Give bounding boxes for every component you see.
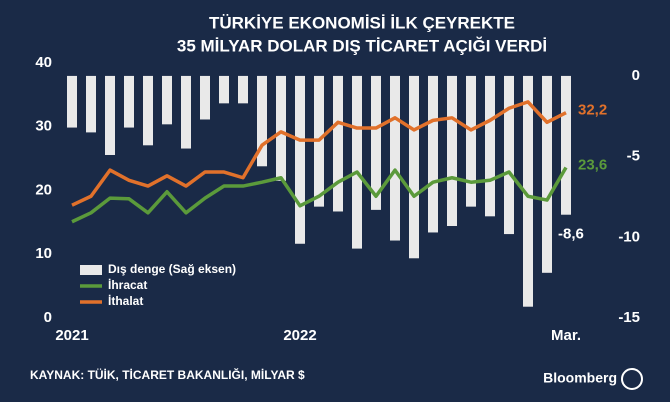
bar [200, 75, 210, 120]
bar [219, 75, 229, 104]
x-tick-label: 2022 [283, 327, 316, 344]
legend-label: İhracat [108, 277, 147, 292]
chart-title: 35 MİLYAR DOLAR DIŞ TİCARET AÇIĞI VERDİ [177, 36, 547, 55]
chart-title: TÜRKİYE EKONOMİSİ İLK ÇEYREKTE [209, 13, 515, 32]
y2-tick-label: -5 [627, 148, 640, 165]
bar [561, 75, 571, 215]
bar [352, 75, 362, 249]
source: KAYNAK: TÜİK, TİCARET BAKANLIĞI, MİLYAR … [30, 367, 305, 382]
bar [295, 75, 305, 244]
bar [86, 75, 96, 133]
y-tick-label: 20 [35, 181, 52, 198]
logo-icon [621, 368, 643, 390]
value-label: 32,2 [578, 102, 607, 119]
bar [276, 75, 286, 181]
bar [409, 75, 419, 259]
bar [447, 75, 457, 227]
y2-tick-label: -10 [618, 228, 640, 245]
bar [371, 75, 381, 210]
line [71, 100, 567, 207]
bar [124, 75, 134, 128]
y-tick-label: 0 [44, 309, 52, 326]
bar [504, 75, 514, 235]
bar [257, 75, 267, 167]
legend-label: İthalat [108, 293, 143, 308]
bar [333, 75, 343, 212]
bar [238, 75, 248, 104]
y-tick-label: 30 [35, 118, 52, 135]
bar [143, 75, 153, 146]
legend-swatch [80, 265, 102, 275]
value-label: -8,6 [558, 226, 584, 243]
y-tick-label: 40 [35, 54, 52, 71]
value-label: 23,6 [578, 157, 607, 174]
bar [162, 75, 172, 125]
bar [181, 75, 191, 149]
y2-tick-label: -15 [618, 309, 640, 326]
bar [428, 75, 438, 233]
bar [390, 75, 400, 241]
y2-tick-label: 0 [632, 67, 640, 84]
bar [466, 75, 476, 207]
bar [67, 75, 77, 128]
line [71, 166, 568, 224]
logo: Bloomberg [543, 370, 617, 386]
y-tick-label: 10 [35, 245, 52, 262]
bar [105, 75, 115, 155]
x-tick-label: Mar. [551, 327, 581, 344]
bar [523, 75, 533, 307]
bar [542, 75, 552, 273]
bar [485, 75, 495, 217]
legend-label: Dış denge (Sağ eksen) [108, 262, 236, 276]
x-tick-label: 2021 [55, 327, 88, 344]
